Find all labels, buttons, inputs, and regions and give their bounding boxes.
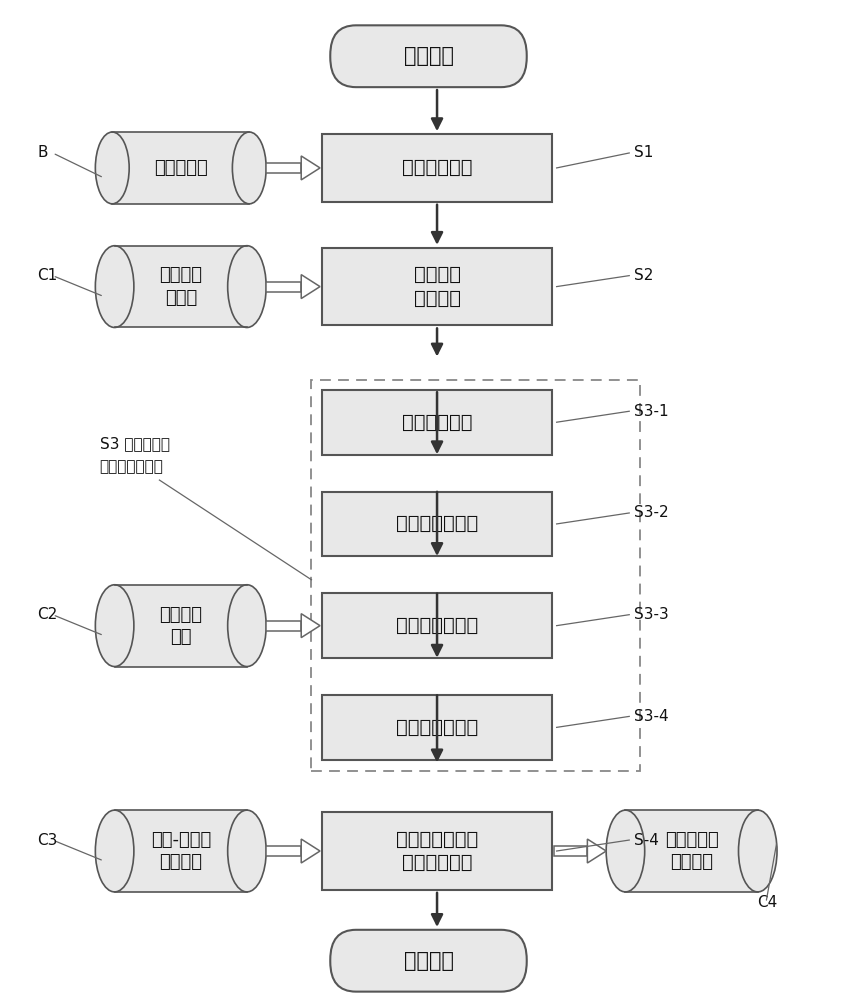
Text: C1: C1 [37,268,57,283]
Bar [267,282,301,292]
Text: 缺席学生记
录数据库: 缺席学生记 录数据库 [665,831,718,871]
Text: 教婊座位
模板库: 教婊座位 模板库 [159,266,202,307]
Polygon shape [301,839,320,863]
Bar [626,810,758,892]
Text: B: B [37,145,48,160]
FancyBboxPatch shape [330,25,527,87]
FancyBboxPatch shape [330,930,527,992]
Text: S3-3: S3-3 [633,607,668,622]
Polygon shape [301,614,320,638]
Text: 方图的空座判别: 方图的空座判别 [99,460,164,475]
Bar [115,810,247,892]
Bar [554,846,587,856]
Text: 空座直方
图库: 空座直方 图库 [159,606,202,646]
Ellipse shape [228,810,267,892]
Text: 计算彩色直方图: 计算彩色直方图 [396,514,478,533]
Bar [321,492,553,556]
Ellipse shape [739,810,777,892]
Text: 座位-学号关
系数据库: 座位-学号关 系数据库 [151,831,211,871]
Bar [267,846,301,856]
Ellipse shape [228,585,267,667]
Bar [112,132,249,204]
Text: 获取教婊
座位模板: 获取教婊 座位模板 [414,265,460,308]
Text: S3 基于彩色直: S3 基于彩色直 [99,436,170,451]
Ellipse shape [95,810,134,892]
Bar [115,246,247,327]
Ellipse shape [228,246,267,327]
Bar [321,134,553,202]
Text: C2: C2 [37,607,57,622]
Text: S3-2: S3-2 [633,505,668,520]
Ellipse shape [232,132,267,204]
Bar [267,163,301,173]
Bar [321,390,553,455]
Bar [321,812,553,890]
Text: S1: S1 [633,145,653,160]
Text: S2: S2 [633,268,653,283]
Text: C4: C4 [758,895,777,910]
Text: S3-4: S3-4 [633,709,668,724]
Text: 查询并记录缺席
座位学生编号: 查询并记录缺席 座位学生编号 [396,830,478,872]
Ellipse shape [95,132,129,204]
Ellipse shape [95,585,134,667]
Bar [321,248,553,325]
Text: S-4: S-4 [633,833,658,848]
Polygon shape [301,275,320,299]
Text: 结束考勤: 结束考勤 [404,951,453,971]
Polygon shape [301,156,320,180]
Bar [115,585,247,667]
Text: 启动考勤: 启动考勤 [404,46,453,66]
Bar [321,695,553,760]
Ellipse shape [606,810,644,892]
Ellipse shape [95,246,134,327]
Text: 获取教婊图像: 获取教婊图像 [402,158,472,177]
Text: 获取空座直方图: 获取空座直方图 [396,616,478,635]
Polygon shape [587,839,606,863]
Text: C3: C3 [37,833,57,848]
Text: S3-1: S3-1 [633,404,668,419]
Bar [267,621,301,631]
Text: 视频服务器: 视频服务器 [154,159,207,177]
Text: 座位图像抒图: 座位图像抒图 [402,413,472,432]
Text: 彩色直方图比较: 彩色直方图比较 [396,718,478,737]
Bar [321,593,553,658]
Bar [311,380,640,771]
